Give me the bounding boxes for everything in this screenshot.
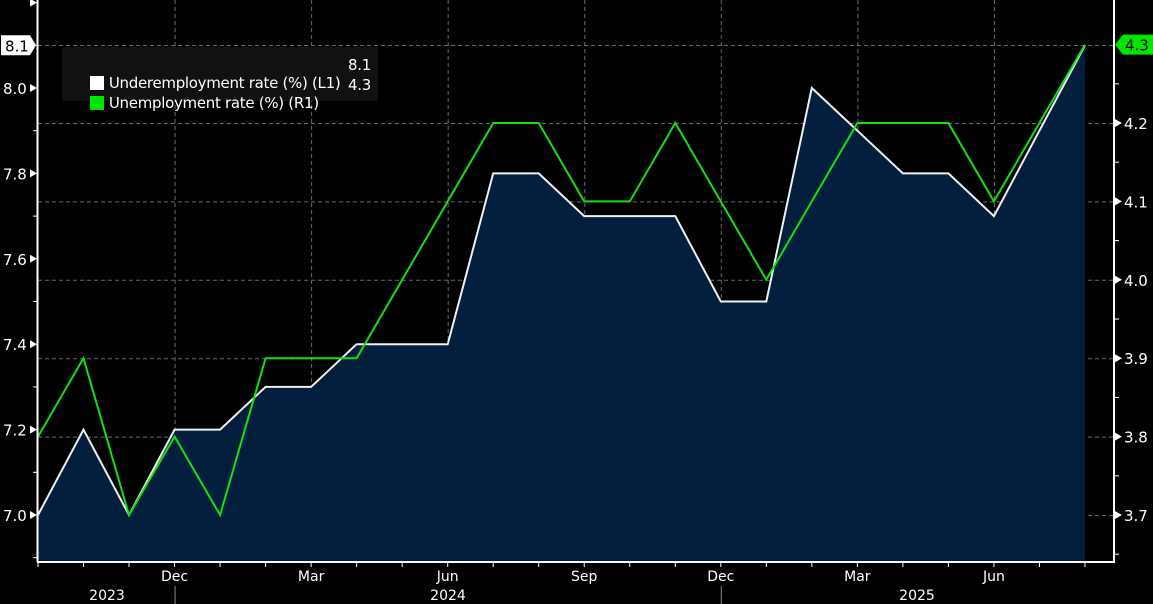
right-axis-ticks: 3.7 3.8 3.9 4.0 4.1 4.2 [1114, 83, 1148, 555]
svg-text:7.2: 7.2 [3, 422, 27, 440]
unemployment-line [37, 44, 1086, 518]
svg-text:2023: 2023 [89, 588, 125, 604]
svg-text:3.9: 3.9 [1124, 350, 1148, 368]
left-axis-ticks: 7.0 7.2 7.4 7.6 7.8 8.0 [3, 0, 38, 559]
svg-text:Mar: Mar [298, 569, 325, 585]
svg-text:2025: 2025 [899, 588, 935, 604]
svg-text:Mar: Mar [844, 569, 871, 585]
underemployment-area [38, 45, 1085, 562]
legend-label: Unemployment rate (%) (R1) [108, 94, 319, 112]
legend-value: 4.3 [348, 76, 371, 94]
last-value-markers: 8.1 4.3 [1, 34, 1153, 56]
svg-text:8.0: 8.0 [3, 80, 27, 98]
axes [36, 0, 1115, 563]
svg-text:7.8: 7.8 [3, 165, 27, 183]
legend-swatch-white [89, 76, 104, 90]
svg-text:4.0: 4.0 [1124, 272, 1148, 290]
x-axis-ticks: Dec Mar Jun Sep Dec Mar Jun 2023 2024 2025 [37, 561, 1086, 604]
legend-label: Underemployment rate (%) (L1) [108, 74, 341, 92]
svg-text:Jun: Jun [436, 569, 459, 585]
svg-text:3.8: 3.8 [1124, 429, 1148, 447]
svg-text:2024: 2024 [430, 588, 466, 604]
svg-text:3.7: 3.7 [1124, 507, 1148, 525]
svg-text:7.4: 7.4 [3, 336, 27, 354]
svg-text:Dec: Dec [707, 569, 734, 585]
svg-text:7.6: 7.6 [3, 251, 27, 269]
svg-text:Jun: Jun [982, 569, 1005, 585]
legend-item-unemployment: Unemployment rate (%) (R1) 4.3 [72, 76, 371, 112]
svg-text:8.1: 8.1 [5, 37, 29, 55]
legend-item-underemployment: Underemployment rate (%) (L1) 8.1 [72, 56, 371, 92]
svg-text:4.2: 4.2 [1124, 115, 1148, 133]
legend-swatch-green [89, 96, 104, 110]
svg-text:4.3: 4.3 [1125, 37, 1149, 55]
svg-text:Dec: Dec [161, 569, 188, 585]
underemployment-line [37, 44, 1086, 518]
svg-text:7.0: 7.0 [3, 507, 27, 525]
legend: Underemployment rate (%) (L1) 8.1 Unemplo… [62, 47, 378, 112]
legend-value: 8.1 [348, 56, 371, 74]
svg-text:Sep: Sep [571, 569, 598, 585]
svg-text:4.1: 4.1 [1124, 193, 1148, 211]
